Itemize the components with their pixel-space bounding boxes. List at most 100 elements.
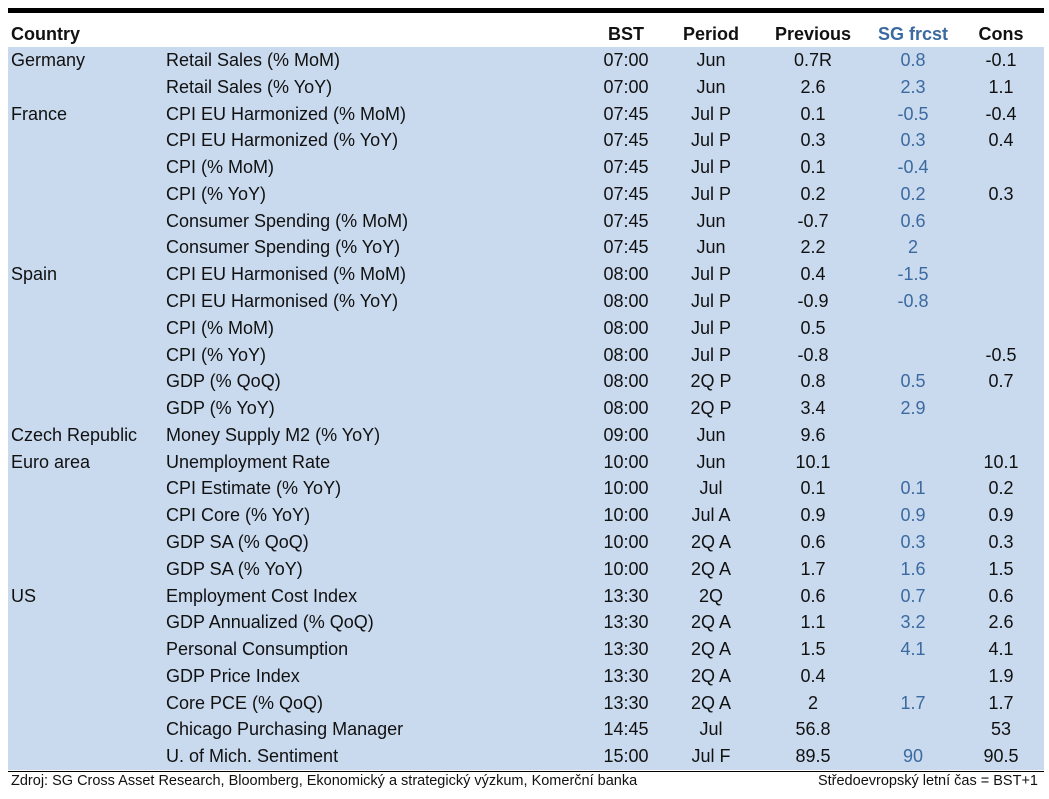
period-cell: Jun (696, 210, 726, 231)
period-cell: Jul P (690, 291, 732, 311)
footer: Zdroj: SG Cross Asset Research, Bloomber… (8, 771, 1044, 792)
consensus-cell: 90.5 (983, 746, 1019, 767)
table-row: GDP Price Index 13:30 2Q A 0.4 1.9 (8, 663, 1044, 690)
period-cell: Jun (696, 237, 726, 258)
table-row: CPI EU Harmonised (% YoY) 08:00 Jul P -0.9 -… (8, 288, 1044, 315)
indicator-cell: CPI (% YoY) (166, 344, 267, 365)
table-row: Germany Retail Sales (% MoM) 07:00 Jun 0.7R 0… (8, 47, 1044, 74)
consensus-cell: -0.5 (985, 344, 1017, 365)
period-cell: 2Q A (690, 692, 732, 713)
table-row: France CPI EU Harmonized (% MoM) 07:45 Jul … (8, 101, 1044, 128)
consensus-cell: -0.1 (985, 50, 1017, 70)
indicator-cell: Retail Sales (% MoM) (166, 50, 341, 70)
period-cell: Jul P (690, 183, 732, 204)
table-row: Consumer Spending (% YoY) 07:45 Jun 2.2 2 (8, 234, 1044, 261)
previous-cell: 1.7 (800, 558, 826, 579)
indicator-cell: CPI EU Harmonised (% YoY) (166, 291, 399, 311)
bst-cell: 10:00 (603, 478, 649, 499)
table-row: CPI (% MoM) 08:00 Jul P 0.5 (8, 315, 1044, 342)
previous-cell: 89.5 (795, 746, 831, 767)
sg-forecast-cell: 0.9 (900, 505, 926, 526)
previous-cell: -0.9 (797, 291, 829, 311)
previous-cell: 0.4 (800, 264, 826, 285)
sg-forecast-cell: -0.8 (897, 291, 929, 311)
table-row: Personal Consumption 13:30 2Q A 1.5 4.1 4.1 (8, 636, 1044, 663)
table-row: US Employment Cost Index 13:30 2Q 0.6 0.7 0.6 (8, 583, 1044, 610)
consensus-cell: 0.9 (988, 505, 1014, 526)
bst-cell: 15:00 (603, 746, 649, 767)
consensus-cell: 4.1 (988, 639, 1014, 660)
table-row: Czech Republic Money Supply M2 (% YoY) 09:… (8, 422, 1044, 449)
previous-cell: 1.5 (800, 639, 826, 660)
sg-forecast-cell: 1.6 (900, 558, 926, 579)
timezone-note: Středoevropský letní čas = BST+1 (817, 773, 1038, 789)
bst-cell: 13:30 (603, 639, 649, 660)
bst-cell: 08:00 (603, 264, 649, 285)
consensus-cell: 0.6 (988, 585, 1014, 606)
period-cell: Jul (699, 719, 723, 740)
sg-forecast-cell: 1.7 (900, 692, 926, 713)
table-row: Euro area Unemployment Rate 10:00 Jun 10.1 10… (8, 449, 1044, 476)
previous-cell: 10.1 (795, 451, 831, 472)
indicator-cell: GDP SA (% QoQ) (166, 532, 309, 552)
table-body: Germany Retail Sales (% MoM) 07:00 Jun 0.7R 0… (8, 47, 1044, 770)
table-header: Country BST Period Previous SG frcst Con… (8, 22, 1044, 46)
sg-forecast-cell: 0.2 (900, 183, 926, 204)
previous-cell: 0.6 (800, 585, 826, 606)
period-cell: 2Q A (690, 639, 732, 660)
table-row: U. of Mich. Sentiment 15:00 Jul F 89.5 90 90.… (8, 743, 1044, 770)
consensus-cell: 1.9 (988, 665, 1014, 686)
table-row: Retail Sales (% YoY) 07:00 Jun 2.6 2.3 1.1 (8, 74, 1044, 101)
indicator-cell: Unemployment Rate (166, 451, 331, 472)
period-cell: Jun (696, 451, 726, 472)
previous-cell: 0.9 (800, 505, 826, 526)
indicator-cell: Personal Consumption (166, 639, 349, 660)
bst-cell: 10:00 (603, 532, 649, 552)
indicator-cell: CPI (% MoM) (166, 157, 274, 178)
bst-cell: 13:30 (603, 665, 649, 686)
consensus-cell: 53 (990, 719, 1012, 740)
period-cell: 2Q A (690, 612, 732, 633)
indicator-cell: Chicago Purchasing Manager (166, 719, 404, 740)
bst-cell: 13:30 (603, 692, 649, 713)
indicator-cell: CPI (% MoM) (166, 317, 274, 338)
sg-forecast-cell: 0.1 (900, 478, 926, 499)
country-cell: Germany (11, 50, 86, 70)
indicator-cell: Consumer Spending (% MoM) (166, 210, 409, 231)
table-row: GDP SA (% QoQ) 10:00 2Q A 0.6 0.3 0.3 (8, 529, 1044, 556)
table-row: CPI Estimate (% YoY) 10:00 Jul 0.1 0.1 0.2 (8, 475, 1044, 502)
country-cell: Czech Republic (11, 424, 138, 445)
sg-forecast-cell: -1.5 (897, 264, 929, 285)
table-row: CPI (% MoM) 07:45 Jul P 0.1 -0.4 (8, 154, 1044, 181)
table-row: GDP (% YoY) 08:00 2Q P 3.4 2.9 (8, 395, 1044, 422)
header-consensus: Cons (978, 24, 1024, 44)
previous-cell: 56.8 (795, 719, 831, 740)
table-row: Chicago Purchasing Manager 14:45 Jul 56.8 53 (8, 716, 1044, 743)
period-cell: 2Q A (690, 665, 732, 686)
bst-cell: 13:30 (603, 585, 649, 606)
indicator-cell: Core PCE (% QoQ) (166, 692, 324, 713)
period-cell: Jul P (690, 103, 732, 124)
period-cell: 2Q P (690, 371, 732, 392)
table-row: CPI (% YoY) 08:00 Jul P -0.8 -0.5 (8, 342, 1044, 369)
bst-cell: 07:45 (603, 157, 649, 178)
previous-cell: -0.7 (797, 210, 829, 231)
sg-forecast-cell: 0.5 (900, 371, 926, 392)
previous-cell: 2.2 (800, 237, 826, 258)
period-cell: 2Q A (690, 558, 732, 579)
previous-cell: 9.6 (800, 424, 826, 445)
previous-cell: 0.3 (800, 130, 826, 151)
header-country: Country (11, 24, 80, 44)
table-row: Consumer Spending (% MoM) 07:45 Jun -0.7 0.6 (8, 208, 1044, 235)
bst-cell: 08:00 (603, 371, 649, 392)
table-row: GDP (% QoQ) 08:00 2Q P 0.8 0.5 0.7 (8, 368, 1044, 395)
sg-forecast-cell: 2.3 (900, 76, 926, 97)
indicator-cell: CPI Estimate (% YoY) (166, 478, 342, 499)
previous-cell: 0.4 (800, 665, 826, 686)
bst-cell: 07:45 (603, 237, 649, 258)
cropped-title-fragment (8, 0, 1044, 8)
consensus-cell: 2.6 (988, 612, 1014, 633)
indicator-cell: GDP Annualized (% QoQ) (166, 612, 374, 633)
indicator-cell: GDP (% QoQ) (166, 371, 281, 392)
